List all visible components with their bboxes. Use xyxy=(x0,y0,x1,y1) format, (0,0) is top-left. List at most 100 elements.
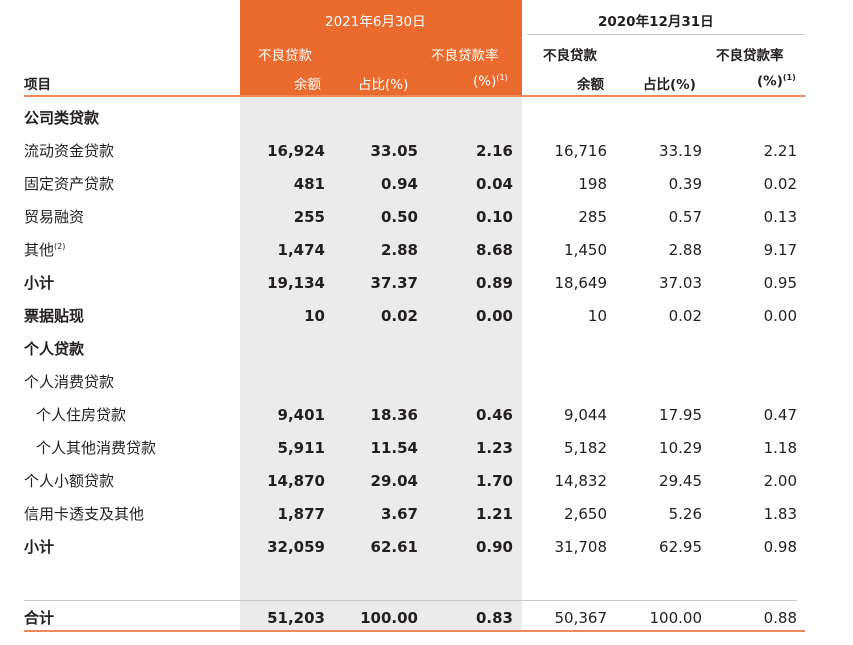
prior-share-header: 占比(%) xyxy=(643,77,696,93)
row-label-text: 信用卡透支及其他 xyxy=(24,505,145,523)
value-cell: 0.39 xyxy=(668,174,702,193)
table-row: 贸易融资 255 0.50 0.10 285 0.57 0.13 xyxy=(24,200,797,233)
footnote-marker: (2) xyxy=(54,242,66,251)
row-label-text: 公司类贷款 xyxy=(24,109,100,127)
value-cell xyxy=(325,332,418,365)
value-cell: 50,367 xyxy=(513,600,607,634)
value-cell: 5.26 xyxy=(668,504,702,523)
row-label-text: 个人住房贷款 xyxy=(36,406,127,424)
value-cell: 0.02 xyxy=(380,306,418,325)
row-label-text: 小计 xyxy=(24,538,55,556)
value-cell: 5,911 xyxy=(277,438,325,457)
value-cell: 0.90 xyxy=(475,537,513,556)
value-cell: 0.94 xyxy=(380,174,418,193)
row-label: 票据贴现 xyxy=(24,299,240,332)
value-cell: 17.95 xyxy=(659,405,702,424)
value-cell: 5,182 xyxy=(564,438,607,457)
table-row: 小计 19,134 37.37 0.89 18,649 37.03 0.95 xyxy=(24,266,797,299)
row-label-text: 个人小额贷款 xyxy=(24,472,115,490)
value-cell: 2.88 xyxy=(380,240,418,259)
value-cell: 0.47 xyxy=(763,405,797,424)
row-label: 流动资金贷款 xyxy=(24,134,240,167)
value-cell: 10 xyxy=(587,306,607,325)
value-cell xyxy=(607,332,702,365)
value-cell: 14,832 xyxy=(554,471,608,490)
value-cell: 16,716 xyxy=(554,141,608,160)
table-row: 小计 32,059 62.61 0.90 31,708 62.95 0.98 xyxy=(24,530,797,563)
header-bottom-rule xyxy=(24,95,805,97)
table-row: 个人贷款 xyxy=(24,332,797,365)
current-pct-header: (%)(1) xyxy=(473,73,508,90)
row-label: 信用卡透支及其他 xyxy=(24,497,240,530)
row-label: 其他(2) xyxy=(24,233,240,266)
table-row: 合计 51,203 100.00 0.83 50,367 100.00 0.88 xyxy=(24,600,797,634)
value-cell: 1.21 xyxy=(475,504,513,523)
value-cell: 19,134 xyxy=(267,273,325,292)
value-cell xyxy=(607,101,702,134)
value-cell: 2.16 xyxy=(475,141,513,160)
current-period-title: 2021年6月30日 xyxy=(325,14,426,30)
value-cell: 29.45 xyxy=(659,471,702,490)
value-cell: 0.00 xyxy=(475,306,513,325)
value-cell: 0.95 xyxy=(763,273,797,292)
value-cell: 1,450 xyxy=(564,240,607,259)
value-cell: 0.83 xyxy=(418,600,513,634)
table-row: 个人消费贷款 xyxy=(24,365,797,398)
value-cell: 285 xyxy=(578,207,607,226)
value-cell: 2.21 xyxy=(763,141,797,160)
prior-pct-header: (%)(1) xyxy=(757,73,796,90)
value-cell: 2.88 xyxy=(668,240,702,259)
value-cell: 2.00 xyxy=(763,471,797,490)
value-cell xyxy=(702,101,797,134)
value-cell xyxy=(607,365,702,398)
prior-npl-ratio-header: 不良贷款率 xyxy=(716,48,784,64)
row-label-text: 其他 xyxy=(24,241,55,259)
value-cell xyxy=(513,332,607,365)
row-label-text: 个人消费贷款 xyxy=(24,373,115,391)
table-row: 公司类贷款 xyxy=(24,101,797,134)
value-cell: 10 xyxy=(304,306,325,325)
value-cell xyxy=(702,365,797,398)
value-cell: 16,924 xyxy=(267,141,325,160)
value-cell: 0.13 xyxy=(763,207,797,226)
row-label: 个人消费贷款 xyxy=(24,365,240,398)
prior-balance-header: 余额 xyxy=(577,77,604,93)
value-cell: 10.29 xyxy=(659,438,702,457)
row-label: 个人住房贷款 xyxy=(24,398,240,431)
row-label: 个人贷款 xyxy=(24,332,240,365)
value-cell xyxy=(240,365,325,398)
value-cell: 2,650 xyxy=(564,504,607,523)
value-cell: 0.10 xyxy=(475,207,513,226)
value-cell: 1.83 xyxy=(763,504,797,523)
table-row: 信用卡透支及其他 1,877 3.67 1.21 2,650 5.26 1.83 xyxy=(24,497,797,530)
prior-period-title-rule xyxy=(527,34,805,35)
prior-period-title: 2020年12月31日 xyxy=(598,14,714,30)
value-cell: 9.17 xyxy=(763,240,797,259)
value-cell: 11.54 xyxy=(370,438,418,457)
value-cell xyxy=(240,332,325,365)
value-cell: 51,203 xyxy=(240,600,325,634)
current-share-header: 占比(%) xyxy=(358,77,409,93)
row-label: 个人其他消费贷款 xyxy=(24,431,240,464)
row-label-text: 贸易融资 xyxy=(24,208,85,226)
value-cell: 1.23 xyxy=(475,438,513,457)
value-cell: 31,708 xyxy=(554,537,608,556)
value-cell: 33.05 xyxy=(370,141,418,160)
value-cell: 0.98 xyxy=(763,537,797,556)
value-cell xyxy=(418,332,513,365)
row-label: 小计 xyxy=(24,530,240,563)
row-label-text: 小计 xyxy=(24,274,55,292)
value-cell: 37.37 xyxy=(370,273,418,292)
row-label: 个人小额贷款 xyxy=(24,464,240,497)
row-label: 公司类贷款 xyxy=(24,101,240,134)
prior-npl-header: 不良贷款 xyxy=(543,48,597,64)
value-cell: 0.00 xyxy=(763,306,797,325)
table-bottom-rule xyxy=(24,630,805,632)
value-cell xyxy=(325,365,418,398)
row-label-text: 流动资金贷款 xyxy=(24,142,115,160)
row-label-text: 固定资产贷款 xyxy=(24,175,115,193)
value-cell: 0.88 xyxy=(702,600,797,634)
value-cell: 9,401 xyxy=(277,405,325,424)
current-npl-header: 不良贷款 xyxy=(258,48,312,64)
